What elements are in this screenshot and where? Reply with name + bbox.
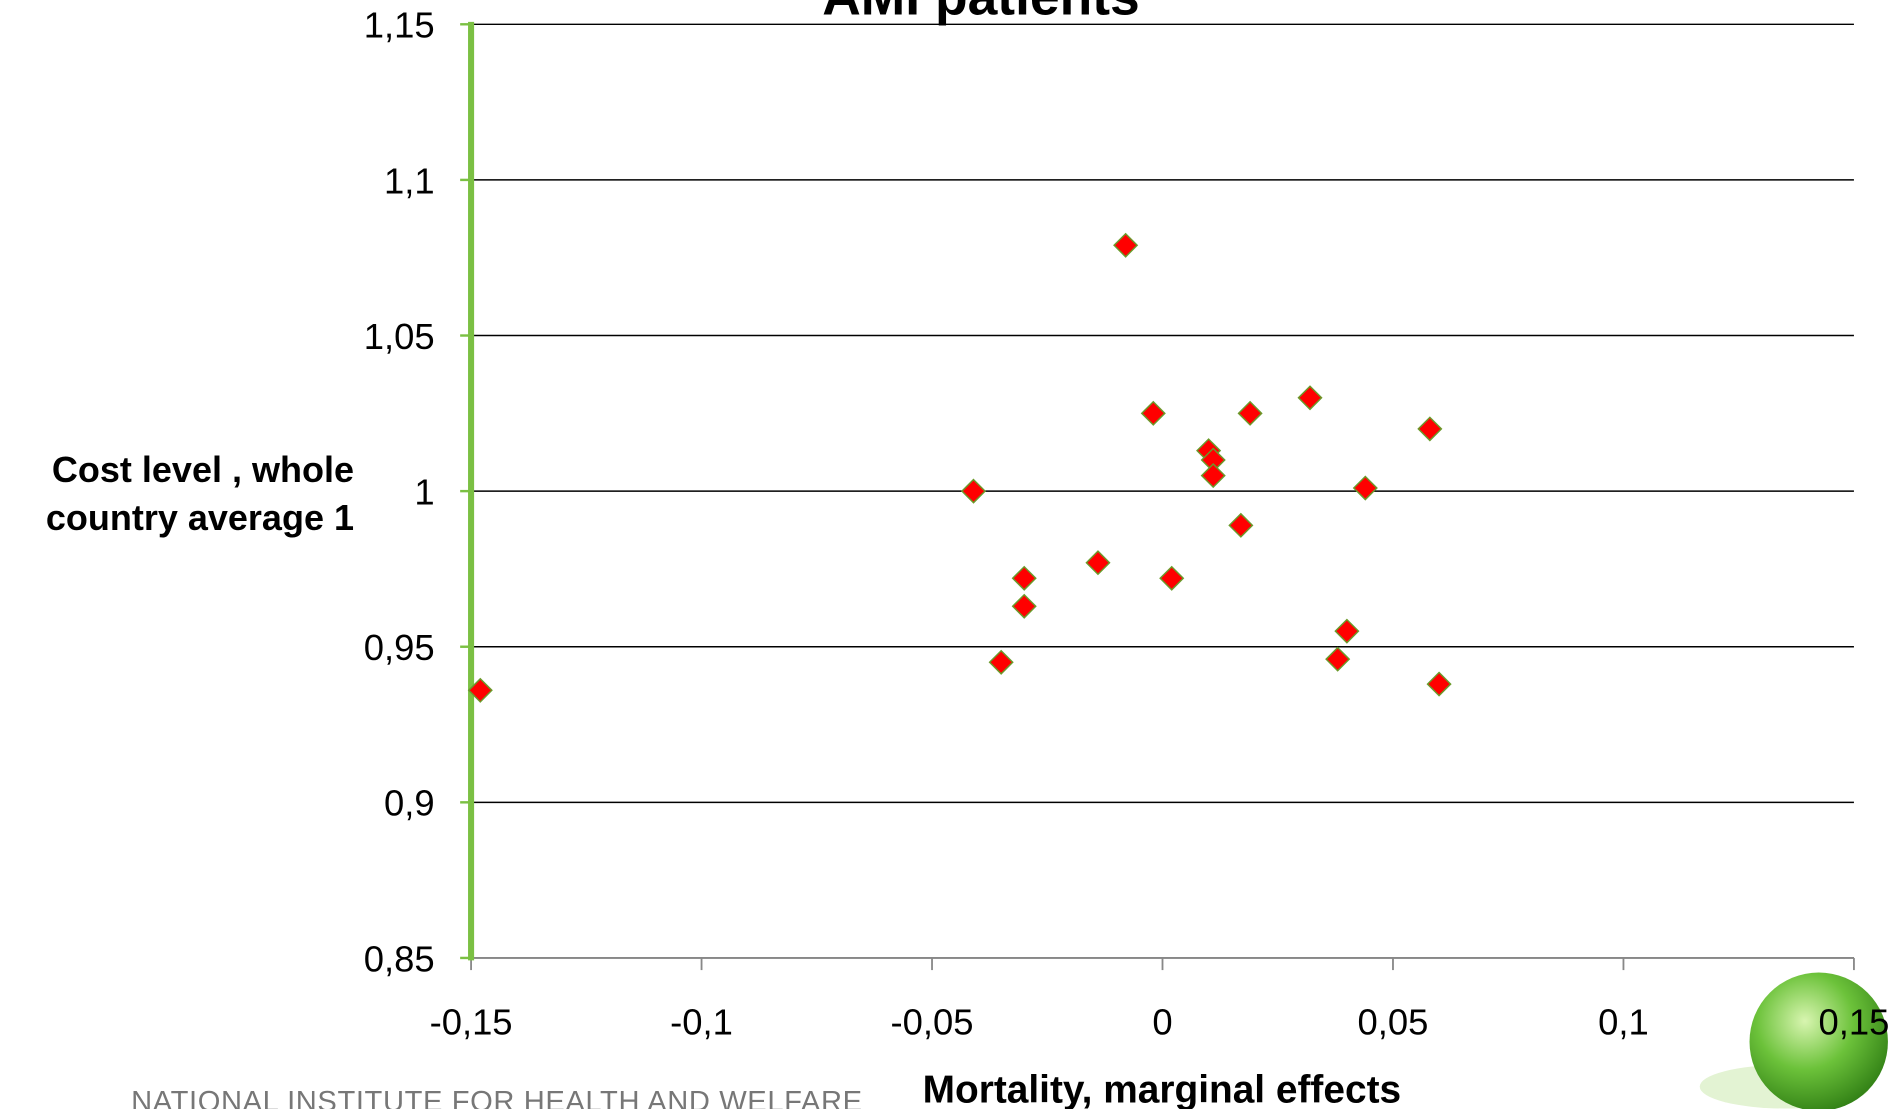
y-tick-label: 0,95 — [364, 627, 435, 668]
y-tick-label: 1,05 — [364, 316, 435, 357]
y-tick-label: 0,85 — [364, 938, 435, 979]
point — [1011, 565, 1037, 591]
point — [1237, 400, 1263, 426]
point — [988, 649, 1014, 675]
x-tick-label: -0,05 — [891, 1001, 974, 1042]
point — [1417, 416, 1443, 442]
point — [1200, 462, 1226, 489]
point — [467, 677, 493, 703]
point — [960, 478, 987, 504]
x-tick-label: 0,05 — [1358, 1001, 1429, 1042]
point — [1140, 400, 1166, 426]
x-axis-title: Mortality, marginal effects — [923, 1068, 1401, 1109]
y-tick-label: 1,1 — [384, 160, 435, 201]
point — [1297, 385, 1323, 411]
point — [1426, 671, 1452, 697]
y-axis-title: Cost level , whole country average 1 — [45, 449, 354, 538]
point — [1113, 232, 1139, 258]
logo — [1699, 972, 1888, 1109]
x-tick-label: -0,15 — [430, 1001, 513, 1042]
x-tick-label: 0,15 — [1819, 1001, 1890, 1042]
y-tick-label: 1,15 — [364, 5, 435, 46]
point — [1011, 593, 1037, 619]
point — [1334, 618, 1360, 644]
y-tick-label: 0,9 — [384, 783, 435, 824]
point — [1325, 646, 1351, 672]
x-tick-label: 0 — [1152, 1001, 1172, 1042]
chart-title: AMI patients — [822, 0, 1140, 27]
point — [1228, 512, 1254, 538]
x-tick-label: 0,1 — [1598, 1001, 1649, 1042]
point — [1085, 550, 1111, 576]
x-tick-label: -0,1 — [670, 1001, 733, 1042]
point — [1352, 475, 1378, 501]
point — [1159, 565, 1185, 591]
footer: NATIONAL INSTITUTE FOR HEALTH AND WELFAR… — [131, 1086, 863, 1109]
y-tick-label: 1 — [414, 471, 434, 512]
